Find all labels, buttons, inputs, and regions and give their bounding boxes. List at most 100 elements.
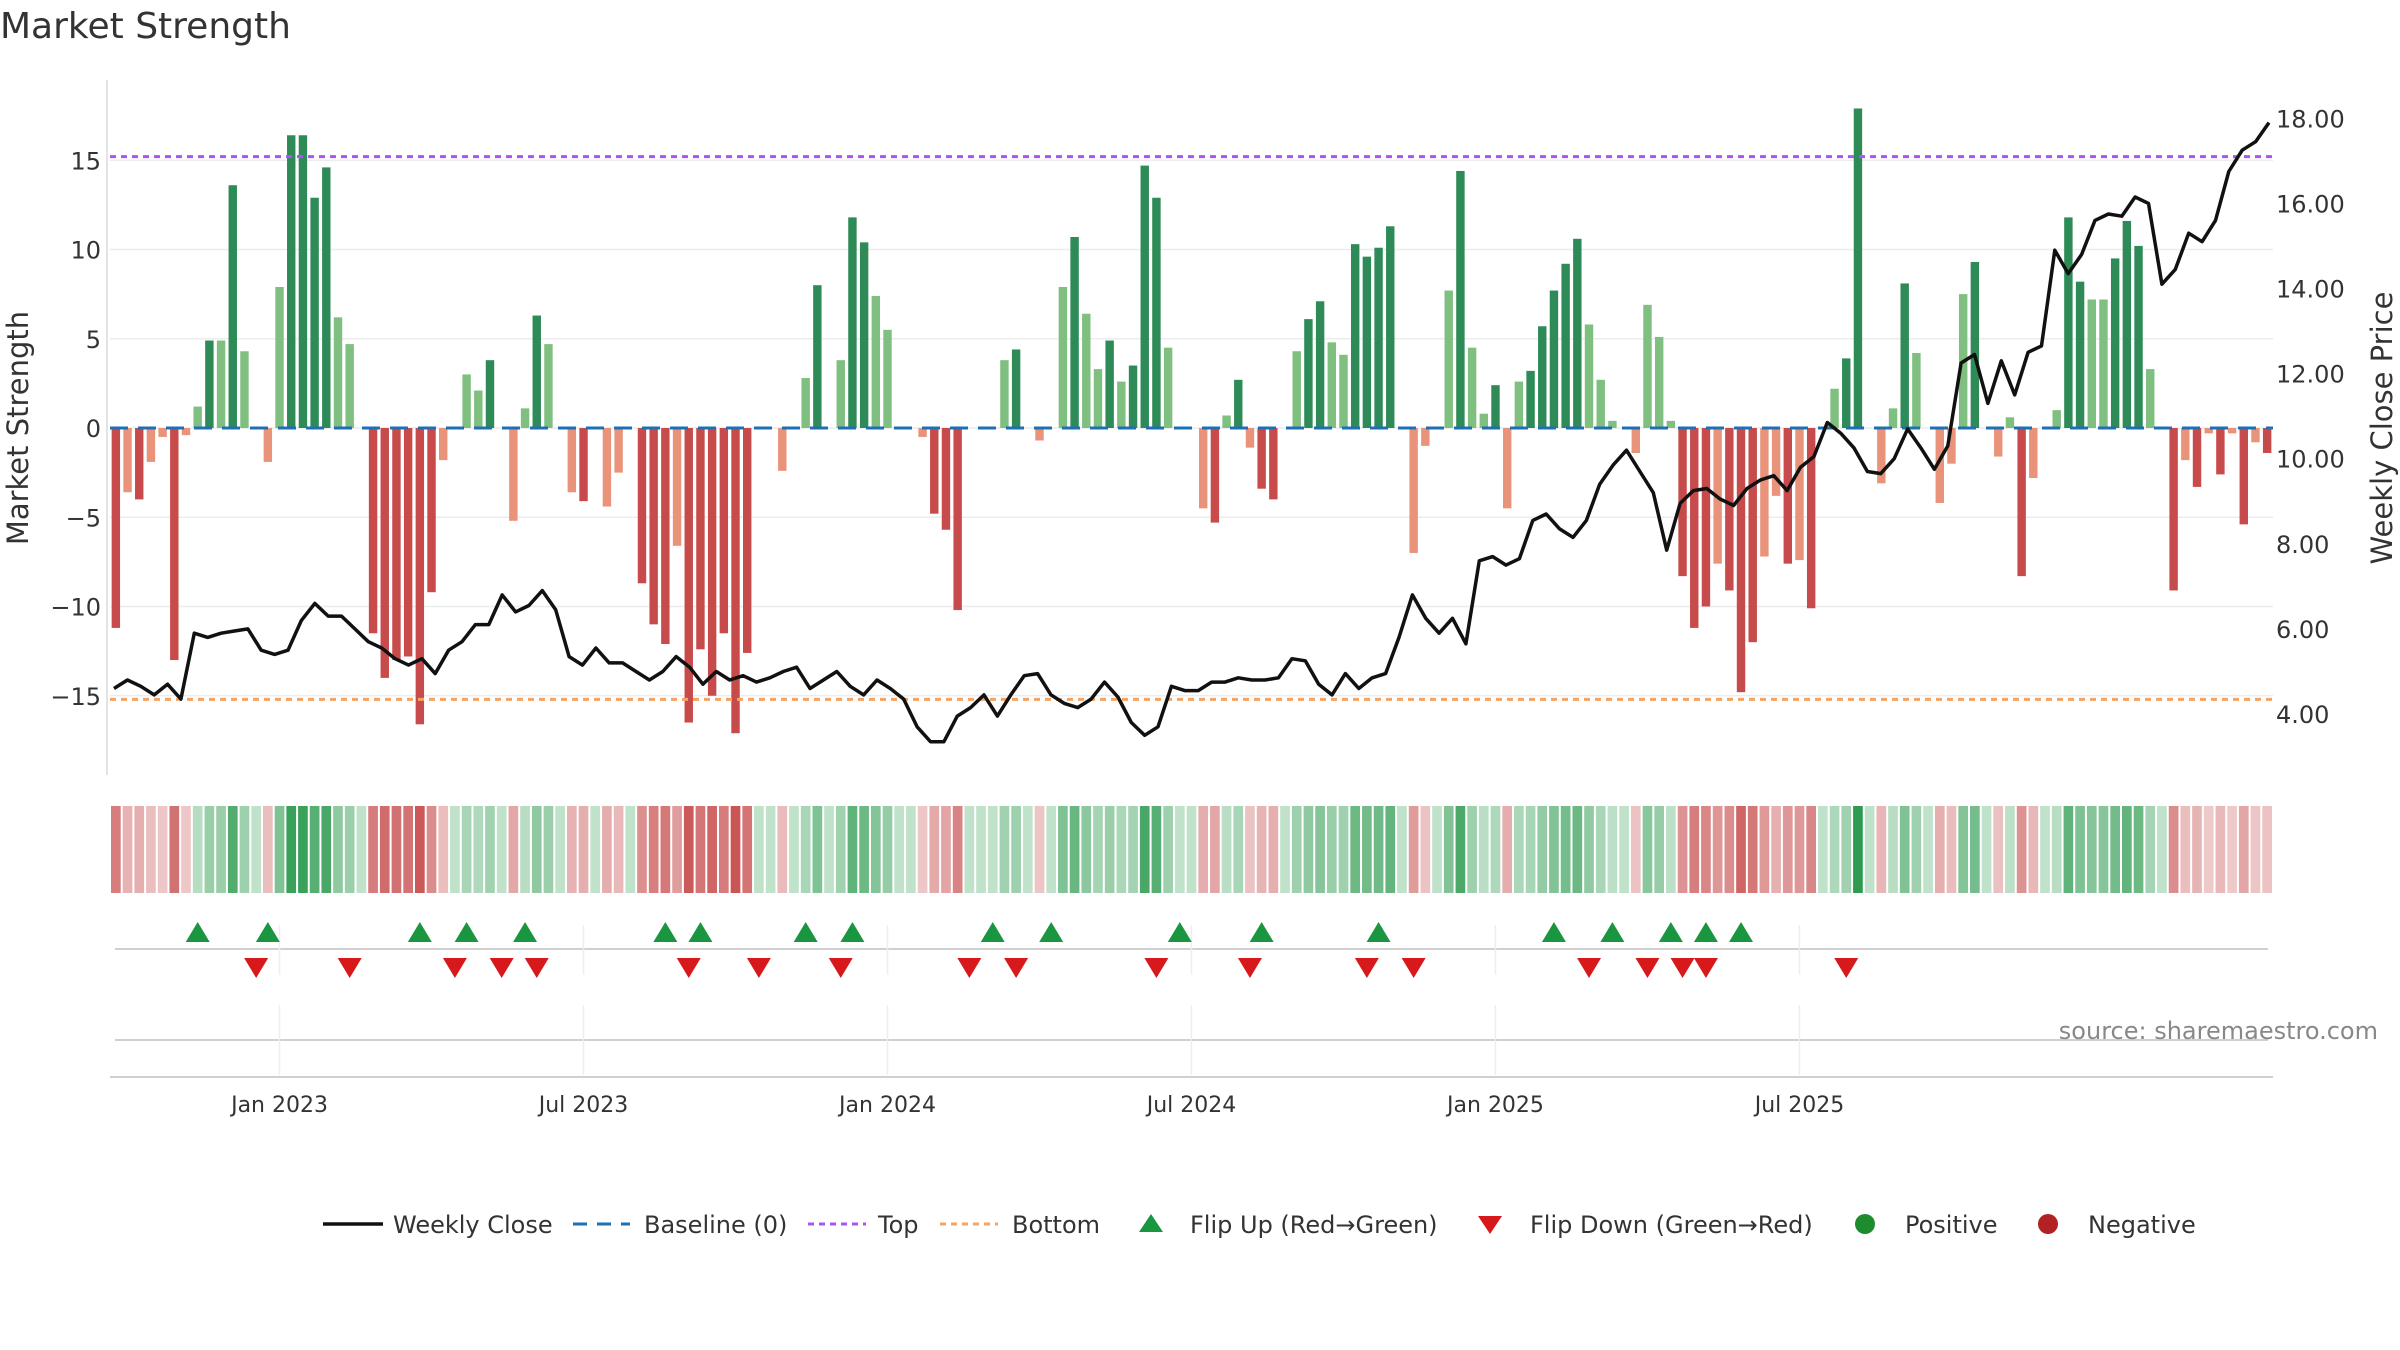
strength-bar [2029,428,2038,478]
heat-cell [1128,806,1138,893]
heat-cell [859,806,869,893]
strength-bar [1117,381,1126,428]
heat-cell [2016,806,2027,893]
heat-cell [1981,806,1992,893]
strength-bar [380,428,389,678]
heat-cell [531,806,542,893]
heat-cell [1069,806,1080,893]
heat-cell [1104,806,1115,893]
strength-bar [240,351,249,428]
strength-bar [462,374,471,428]
strength-bar [1771,428,1781,496]
y-right-tick-label: 10.00 [2276,446,2345,474]
strength-bar [1093,369,1103,428]
heat-cell [286,806,297,893]
heat-cell [1011,806,1021,893]
flip-up-marker [653,922,678,942]
strength-bar [859,242,869,428]
strength-bar [1070,237,1079,428]
strength-bar [1643,304,1652,428]
strength-bar [836,360,845,428]
strength-bar [1690,428,1699,628]
strength-bar [123,428,132,493]
heat-cell [1455,806,1466,893]
strength-bar [1444,290,1453,428]
heat-cell [566,806,577,893]
flip-up-marker [407,922,432,942]
strength-bar [181,428,191,436]
flip-up-marker [1693,922,1718,942]
strength-bar [1058,286,1068,428]
heat-cell [1829,806,1840,893]
strength-bar [2169,428,2178,591]
heat-cell [2028,806,2039,893]
strength-bar [1631,428,1641,453]
flip-up-marker [688,922,713,942]
strength-bar [649,428,658,625]
flip-down-marker [1670,958,1695,978]
heat-cell [648,806,659,893]
heat-cell [952,806,963,893]
heat-cell [1315,806,1325,893]
heat-cell [1291,806,1302,893]
heat-cell [1782,806,1793,893]
strength-bar [1736,428,1746,693]
heat-cell [602,806,612,893]
flip-up-marker [1366,922,1391,942]
strength-bar [1806,428,1816,609]
heat-cell [181,806,191,893]
heat-cell [789,806,799,893]
heat-cell [2063,806,2074,893]
heat-cell [1245,806,1255,893]
heat-cell [1689,806,1700,893]
y-left-tick-label: 15 [70,147,101,175]
strength-bar [848,217,857,428]
strength-bar [719,428,729,634]
heat-cell [999,806,1010,893]
strength-bar [1350,244,1360,428]
strength-bar [333,317,343,428]
heat-cell [1397,806,1407,893]
strength-bar [1409,428,1418,553]
flip-down-marker [1004,958,1029,978]
heat-cell [1946,806,1957,893]
flip-up-marker [1729,922,1754,942]
strength-bar [1292,351,1301,428]
heat-cell [1046,806,1057,893]
strength-bar [2052,410,2061,428]
strength-bar [1830,388,1839,428]
heat-cell [590,806,601,893]
y-left-tick-label: −15 [50,683,101,711]
flip-up-marker [1541,922,1566,942]
heat-cell [1163,806,1173,893]
strength-bar [1421,428,1430,446]
strength-bar [1105,340,1114,428]
heat-cell [660,806,671,893]
strength-bar [2005,417,2015,428]
flip-up-marker [840,922,865,942]
heat-cell [1432,806,1442,893]
strength-bar [2262,428,2272,453]
strength-bar [415,428,425,725]
heat-cell [1806,806,1817,893]
strength-bar [778,428,787,471]
strength-bar [1374,247,1383,428]
heat-cell [1724,806,1735,893]
strength-bar [1000,360,1009,428]
heat-cell [1186,806,1197,893]
flip-down-marker [1354,958,1379,978]
strength-bar [403,428,413,657]
heat-cell [321,806,332,893]
heat-cell [695,806,706,893]
flip-down-marker [1834,958,1859,978]
strength-bar [742,428,752,653]
flip-down-marker [244,958,269,978]
strength-bar [801,378,810,428]
legend-flip-down-icon [1478,1216,1502,1234]
strength-bar [544,344,553,428]
y-right-tick-label: 18.00 [2276,105,2345,133]
x-tick-label: Jul 2025 [1753,1093,1845,1118]
heat-cell [555,806,565,893]
heat-cell [847,806,858,893]
heat-cell [1525,806,1536,893]
